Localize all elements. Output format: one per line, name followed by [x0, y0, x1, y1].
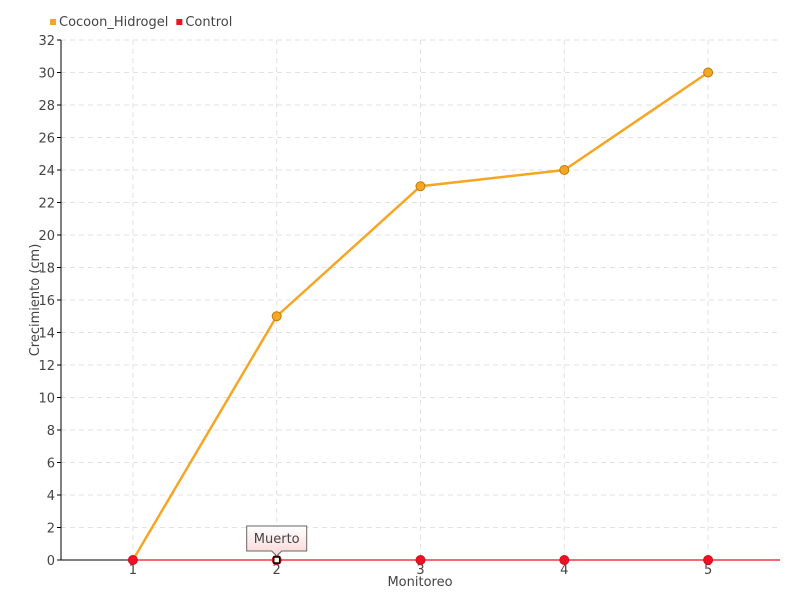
tooltip-box	[246, 525, 308, 557]
data-point	[559, 165, 570, 175]
tooltip-anchor-marker	[272, 556, 281, 564]
data-point	[271, 311, 282, 322]
y-tick-label: 2	[47, 522, 55, 537]
y-tick-label: 0	[47, 554, 55, 569]
y-tick-label: 28	[38, 99, 55, 114]
y-tick-label: 12	[38, 359, 55, 374]
data-point	[559, 555, 570, 565]
y-axis-label: Crecimiento (cm)	[28, 244, 43, 357]
y-tick-label: 22	[38, 197, 55, 212]
y-tick-label: 10	[38, 392, 55, 407]
y-tick-label: 26	[38, 132, 55, 147]
y-tick-label: 32	[38, 34, 55, 49]
x-tick-label: 4	[560, 563, 568, 578]
y-tick-label: 16	[38, 294, 55, 309]
x-tick-label: 3	[416, 563, 424, 578]
series-layer	[127, 67, 780, 565]
data-point	[127, 555, 138, 565]
legend: Cocoon_Hidrogel Control	[50, 15, 232, 30]
y-tick-label: 14	[38, 327, 55, 342]
data-point	[415, 181, 426, 192]
y-tick-label: 6	[47, 457, 55, 472]
x-axis-label: Monitoreo	[387, 575, 452, 590]
tooltip-text: Muerto	[254, 532, 300, 547]
data-point	[703, 67, 714, 78]
legend-marker	[50, 19, 56, 25]
x-tick-label: 5	[704, 563, 712, 578]
y-tick-label: 30	[38, 67, 55, 82]
legend-label: Control	[185, 15, 232, 30]
legend-marker	[176, 19, 183, 25]
y-tick-label: 24	[38, 164, 55, 179]
y-tick-label: 20	[38, 229, 55, 244]
data-point	[415, 555, 426, 565]
data-point	[703, 555, 714, 565]
y-tick-label: 4	[47, 489, 55, 504]
y-tick-label: 18	[38, 262, 55, 277]
x-tick-label: 1	[129, 563, 137, 578]
x-tick-label: 2	[273, 563, 281, 578]
legend-label: Cocoon_Hidrogel	[59, 15, 168, 30]
grid	[61, 39, 780, 560]
y-tick-label: 8	[47, 424, 55, 439]
annotation-layer: Muerto	[246, 525, 308, 564]
series-line-cocoon_hidrogel	[131, 71, 709, 561]
